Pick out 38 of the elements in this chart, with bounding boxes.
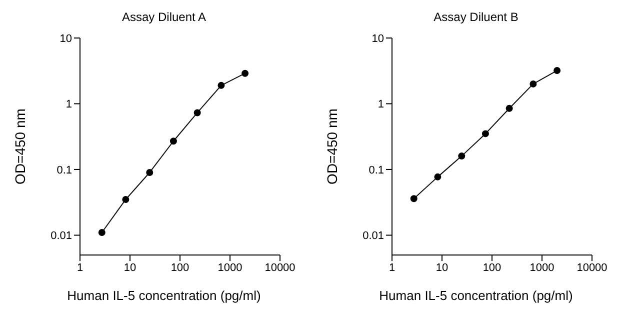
y-tick-label: 1 — [378, 98, 384, 111]
x-tick-label: 1000 — [530, 262, 554, 274]
x-tick-label: 10 — [436, 262, 448, 274]
y-tick-label: 0.1 — [56, 164, 72, 176]
x-tick-label: 1 — [388, 262, 396, 274]
point — [122, 196, 130, 203]
x-tick-label: 10000 — [576, 262, 608, 274]
point — [98, 228, 106, 236]
chart-title: Assay Diluent A — [120, 10, 208, 26]
y-axis-title: OD=450 nm — [324, 108, 340, 184]
point — [242, 70, 249, 77]
x-tick-label: 1000 — [218, 262, 242, 274]
y-tick-label: 10 — [372, 32, 384, 45]
y-tick-label: 10 — [60, 32, 72, 45]
x-tick-label: 100 — [170, 262, 190, 274]
y-axis-title: OD=450 nm — [12, 108, 28, 184]
x-axis-title: Human IL-5 concentration (pg/ml) — [378, 288, 574, 303]
x-tick-label: 100 — [482, 262, 502, 274]
point — [458, 152, 466, 160]
x-axis-title: Human IL-5 concentration (pg/ml) — [66, 288, 262, 303]
point — [410, 195, 418, 202]
y-tick-label: 0.01 — [50, 230, 72, 242]
point — [218, 82, 225, 89]
y-tick-label: 1 — [66, 98, 72, 111]
point — [194, 109, 201, 116]
point — [554, 67, 561, 74]
point — [506, 104, 513, 112]
point — [482, 130, 489, 138]
point — [530, 80, 537, 88]
point — [434, 173, 442, 180]
y-tick-label: 0.1 — [368, 164, 384, 176]
x-tick-label: 10 — [124, 262, 136, 274]
y-tick-label: 0.01 — [362, 230, 384, 242]
x-tick-label: 10000 — [264, 262, 296, 274]
x-tick-label: 1 — [76, 262, 84, 274]
point — [146, 168, 154, 176]
point — [170, 138, 177, 145]
chart-title: Assay Diluent B — [432, 10, 520, 26]
